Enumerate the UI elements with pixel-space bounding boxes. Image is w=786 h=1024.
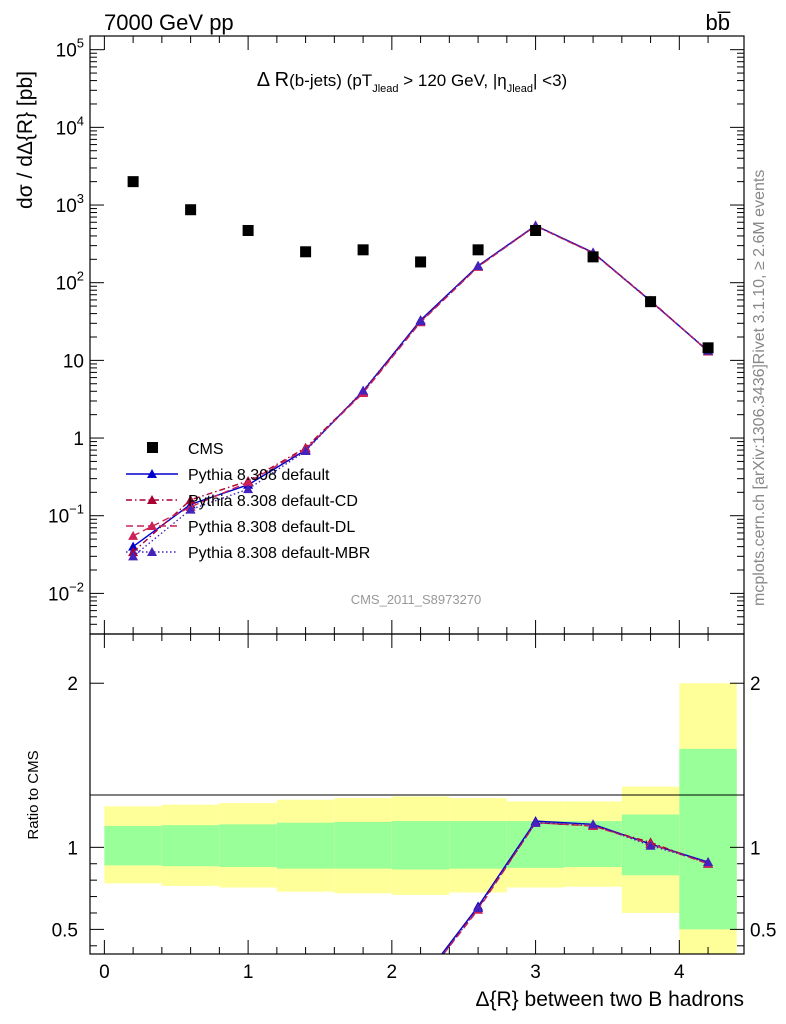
legend-label: CMS	[188, 441, 224, 458]
y-tick-label: 10	[63, 351, 84, 372]
green-band	[334, 821, 392, 869]
data-marker	[472, 244, 484, 256]
lower-y-tick-labels: 0.5 0.5 1 1 2 2	[52, 674, 777, 941]
mcplots-label: mcplots.cern.ch [arXiv:1306.3436]	[751, 364, 768, 606]
y-tick-label: 10−2	[48, 579, 84, 605]
ratio-marker	[588, 819, 599, 829]
series-marker	[300, 446, 311, 456]
y-axis-label-top: dσ / dΔ{R} [pb]	[14, 71, 37, 209]
data-marker	[185, 204, 197, 216]
ratio-marker	[703, 857, 714, 867]
green-band	[219, 824, 277, 868]
legend: CMS Pythia 8.308 default Pythia 8.308 defa…	[126, 441, 370, 562]
legend-label: Pythia 8.308 default-MBR	[188, 545, 370, 562]
beam-label: 7000 GeV pp	[104, 10, 234, 35]
ratio-y-tick-label: 2	[67, 674, 78, 695]
series-marker	[128, 530, 139, 540]
ratio-series	[440, 816, 714, 954]
ratio-y-tick-label: 0.5	[750, 920, 776, 941]
ratio-marker	[530, 817, 541, 827]
upper-panel: 10−2 10−1 1 10 102 103 104 105 Δ R(b-jets) (pTJ…	[14, 35, 745, 635]
series-line	[132, 225, 709, 553]
series-line	[132, 224, 709, 557]
series-line	[132, 225, 709, 537]
green-band	[679, 748, 737, 930]
ratio-y-tick-label: 1	[67, 838, 78, 859]
series-marker	[128, 551, 139, 561]
legend-label: Pythia 8.308 default	[188, 467, 330, 484]
lower-panel: 0.5 0.5 1 1 2 2 0 1 2 3 4 Ratio to CMS Δ{R} betwe…	[25, 633, 777, 1011]
data-marker	[242, 224, 254, 236]
lower-axis-ticks	[90, 634, 744, 954]
upper-y-tick-labels: 10−2 10−1 1 10 102 103 104 105	[48, 36, 84, 606]
data-marker	[415, 256, 427, 268]
analysis-id: CMS_2011_S8973270	[351, 592, 482, 607]
green-band	[104, 826, 162, 866]
data-marker	[127, 176, 139, 188]
series-marker	[243, 477, 254, 487]
x-tick-label: 2	[387, 962, 398, 983]
series-marker	[358, 385, 369, 395]
series-marker	[185, 504, 196, 514]
y-tick-label: 1	[73, 429, 84, 450]
series-marker	[243, 484, 254, 494]
ratio-marker	[645, 840, 656, 850]
data-marker	[702, 342, 714, 354]
ratio-line	[442, 822, 709, 954]
legend-marker	[147, 495, 157, 504]
y-tick-label: 103	[56, 191, 84, 217]
y-tick-label: 102	[56, 269, 84, 295]
legend-marker	[147, 442, 158, 453]
y-tick-label: 10−1	[48, 502, 84, 528]
y-tick-label: 105	[56, 36, 84, 62]
green-band	[391, 821, 450, 870]
ratio-marker	[473, 903, 484, 913]
y-axis-label-bottom: Ratio to CMS	[25, 750, 42, 839]
green-band	[276, 822, 335, 869]
ratio-y-tick-label: 2	[750, 674, 761, 695]
x-axis-label: Δ{R} between two B hadrons	[475, 988, 744, 1011]
data-marker	[645, 296, 657, 308]
data-marker	[530, 224, 542, 236]
green-band	[506, 821, 565, 868]
y-tick-label: 104	[56, 113, 84, 139]
series-marker	[185, 494, 196, 504]
green-band	[449, 821, 507, 869]
ratio-y-tick-label: 1	[750, 838, 761, 859]
x-tick-label: 1	[243, 962, 254, 983]
data-marker	[587, 251, 599, 263]
legend-label: Pythia 8.308 default-DL	[188, 519, 355, 536]
lower-frame	[89, 633, 745, 955]
legend-marker	[147, 521, 157, 530]
series-marker	[473, 261, 484, 271]
data-marker	[357, 244, 369, 256]
x-tick-labels: 0 1 2 3 4	[99, 962, 685, 983]
ratio-y-tick-label: 0.5	[52, 920, 78, 941]
data-points	[127, 176, 714, 354]
chart-title: Δ R(b-jets) (pTJlead > 120 GeV, |ηJlead|…	[257, 69, 567, 95]
x-tick-label: 4	[674, 962, 685, 983]
legend-label: Pythia 8.308 default-CD	[188, 493, 358, 510]
upper-axis-ticks	[90, 36, 744, 635]
data-marker	[300, 246, 312, 258]
series-marker	[415, 316, 426, 326]
process-label: bb̅	[706, 10, 731, 35]
x-tick-label: 3	[530, 962, 541, 983]
x-tick-label: 0	[99, 962, 110, 983]
series-marker	[128, 541, 139, 551]
legend-marker	[147, 547, 157, 556]
legend-marker	[147, 469, 157, 478]
green-band	[161, 825, 220, 867]
uncertainty-bands	[104, 683, 737, 954]
rivet-label: Rivet 3.1.10, ≥ 2.6M events	[751, 170, 768, 365]
